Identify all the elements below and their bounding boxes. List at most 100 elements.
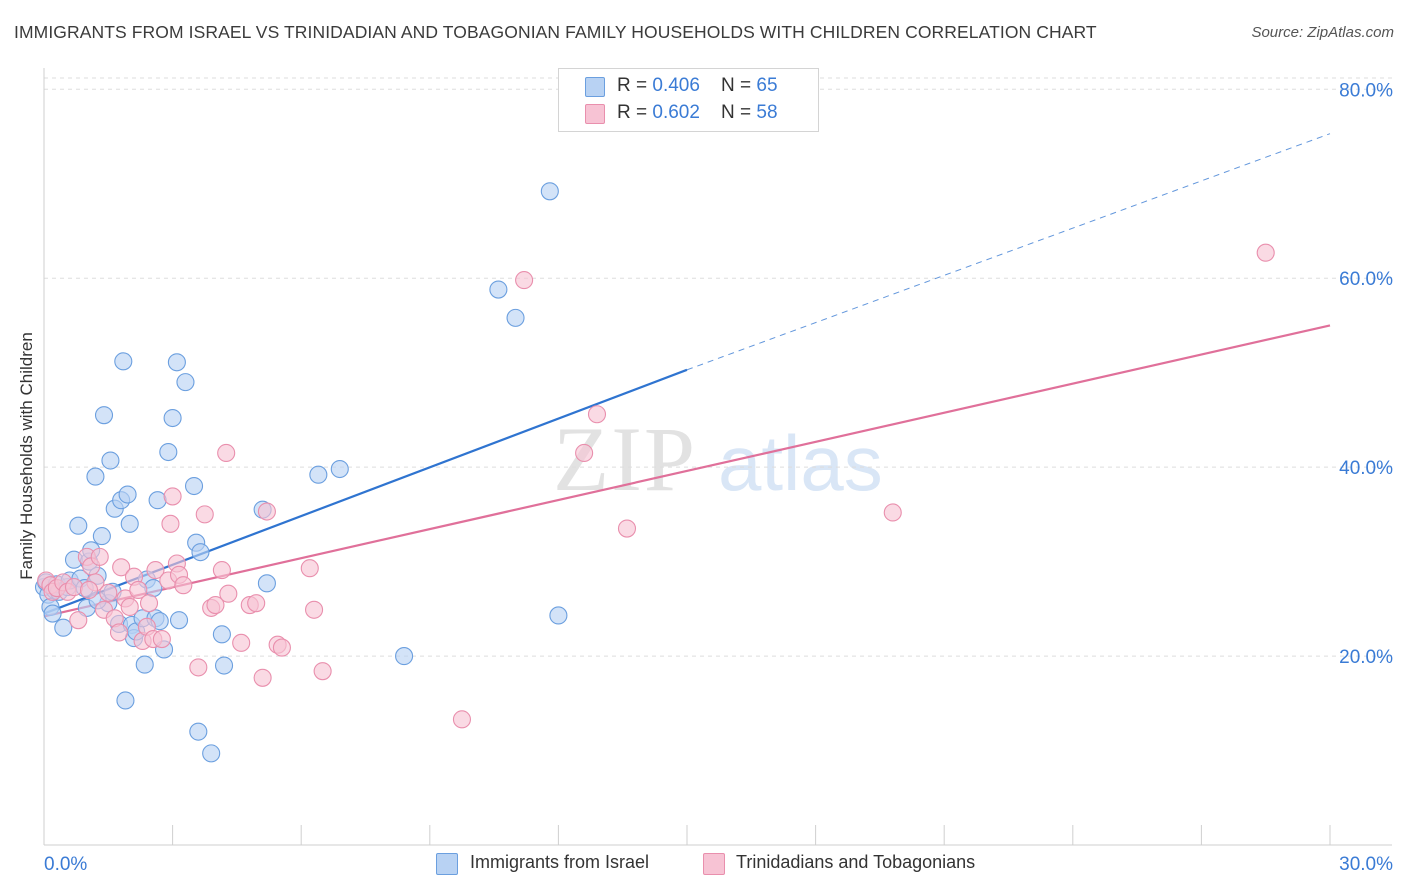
point-israel: [309, 465, 328, 484]
legend-n-value: 65: [756, 75, 778, 96]
y-tick-label: 60.0%: [1339, 269, 1393, 290]
point-trinidad: [253, 668, 272, 687]
point-israel: [69, 516, 88, 535]
point-trinidad: [64, 578, 84, 597]
y-tick-label: 40.0%: [1339, 458, 1393, 479]
point-trinidad: [146, 561, 165, 580]
legend-r-label: R =: [617, 75, 653, 96]
point-trinidad: [112, 558, 131, 577]
point-israel: [257, 574, 276, 593]
point-israel: [114, 352, 133, 371]
point-trinidad: [305, 600, 324, 619]
trend-lines: [43, 133, 1331, 618]
point-trinidad: [79, 580, 99, 599]
point-israel: [214, 656, 234, 675]
source-label: Source: ZipAtlas.com: [1251, 24, 1394, 41]
point-trinidad: [247, 594, 266, 613]
point-israel: [43, 604, 62, 623]
point-israel: [148, 491, 167, 510]
point-israel: [549, 606, 568, 625]
legend-n-value: 58: [756, 102, 778, 123]
point-trinidad: [90, 547, 109, 566]
point-trinidad: [195, 505, 214, 524]
point-israel: [189, 722, 208, 741]
point-trinidad: [1256, 243, 1275, 262]
point-israel: [159, 442, 178, 462]
point-trinidad: [313, 662, 332, 681]
point-israel: [135, 655, 154, 674]
point-israel: [191, 543, 210, 562]
point-trinidad: [883, 503, 902, 522]
point-trinidad: [217, 443, 236, 463]
point-israel: [54, 618, 73, 637]
point-israel: [92, 527, 111, 546]
point-israel: [94, 406, 114, 425]
point-trinidad: [129, 580, 148, 599]
point-israel: [120, 514, 139, 533]
point-trinidad: [587, 405, 607, 424]
y-tick-label: 20.0%: [1339, 647, 1393, 668]
legend-swatch-israel: [585, 77, 605, 97]
point-israel: [101, 451, 120, 470]
point-trinidad: [139, 594, 159, 613]
point-trinidad: [69, 611, 88, 630]
point-trinidad: [452, 710, 472, 729]
point-trinidad: [206, 596, 225, 615]
point-israel: [167, 353, 186, 372]
point-israel: [395, 647, 414, 666]
point-israel: [330, 459, 349, 479]
point-trinidad: [515, 271, 534, 290]
axes: [43, 68, 1392, 846]
point-trinidad: [120, 597, 139, 616]
point-trinidad: [617, 519, 637, 538]
point-trinidad: [300, 559, 319, 578]
legend-label-israel: Immigrants from Israel: [470, 852, 650, 872]
point-israel: [144, 579, 163, 598]
point-israel: [116, 691, 135, 710]
point-trinidad: [161, 514, 180, 533]
point-trinidad: [232, 633, 251, 652]
data-points: [34, 182, 1275, 763]
tick-labels: 20.0% 40.0% 60.0% 80.0% 0.0% 30.0%: [44, 80, 1393, 875]
legend-r-label: R =: [617, 102, 653, 123]
point-trinidad: [109, 623, 129, 642]
point-trinidad: [219, 584, 238, 603]
point-trinidad: [575, 443, 594, 463]
point-trinidad: [272, 638, 291, 657]
legend-swatch-israel: [436, 853, 458, 875]
legend-label-trinidad: Trinidadians and Tobagonians: [736, 852, 976, 872]
point-israel: [118, 485, 137, 504]
point-israel: [86, 467, 105, 486]
point-trinidad: [163, 487, 182, 506]
point-trinidad: [212, 561, 231, 580]
point-trinidad: [189, 658, 208, 677]
trend-line-trinidad: [43, 324, 1331, 618]
point-israel: [202, 744, 221, 763]
correlation-legend: R = 0.406 N = 65 R = 0.602 N = 58: [558, 68, 819, 132]
legend-swatch-trinidad: [585, 104, 605, 124]
point-israel: [212, 625, 231, 644]
legend-n-label: N =: [721, 102, 757, 123]
point-israel: [169, 611, 189, 630]
chart-title: IMMIGRANTS FROM ISRAEL VS TRINIDADIAN AN…: [14, 22, 1097, 42]
legend-r-value: 0.602: [652, 102, 700, 123]
x-tick-label: 30.0%: [1339, 854, 1393, 875]
x-tick-label: 0.0%: [44, 854, 87, 875]
grid: [44, 77, 1392, 657]
trend-line-israel-extension: [686, 133, 1331, 371]
point-israel: [540, 182, 559, 201]
watermark-zip: ZIP: [553, 408, 697, 510]
point-trinidad: [257, 502, 276, 521]
point-trinidad: [174, 576, 193, 595]
legend-swatch-trinidad: [703, 853, 725, 875]
point-israel: [506, 308, 525, 327]
legend-r-value: 0.406: [652, 75, 700, 96]
watermark: ZIP atlas: [553, 408, 883, 510]
point-trinidad: [152, 630, 171, 649]
point-israel: [184, 476, 204, 496]
y-tick-label: 80.0%: [1339, 80, 1393, 101]
point-israel: [163, 408, 182, 428]
point-trinidad: [99, 583, 118, 602]
point-israel: [489, 280, 508, 299]
